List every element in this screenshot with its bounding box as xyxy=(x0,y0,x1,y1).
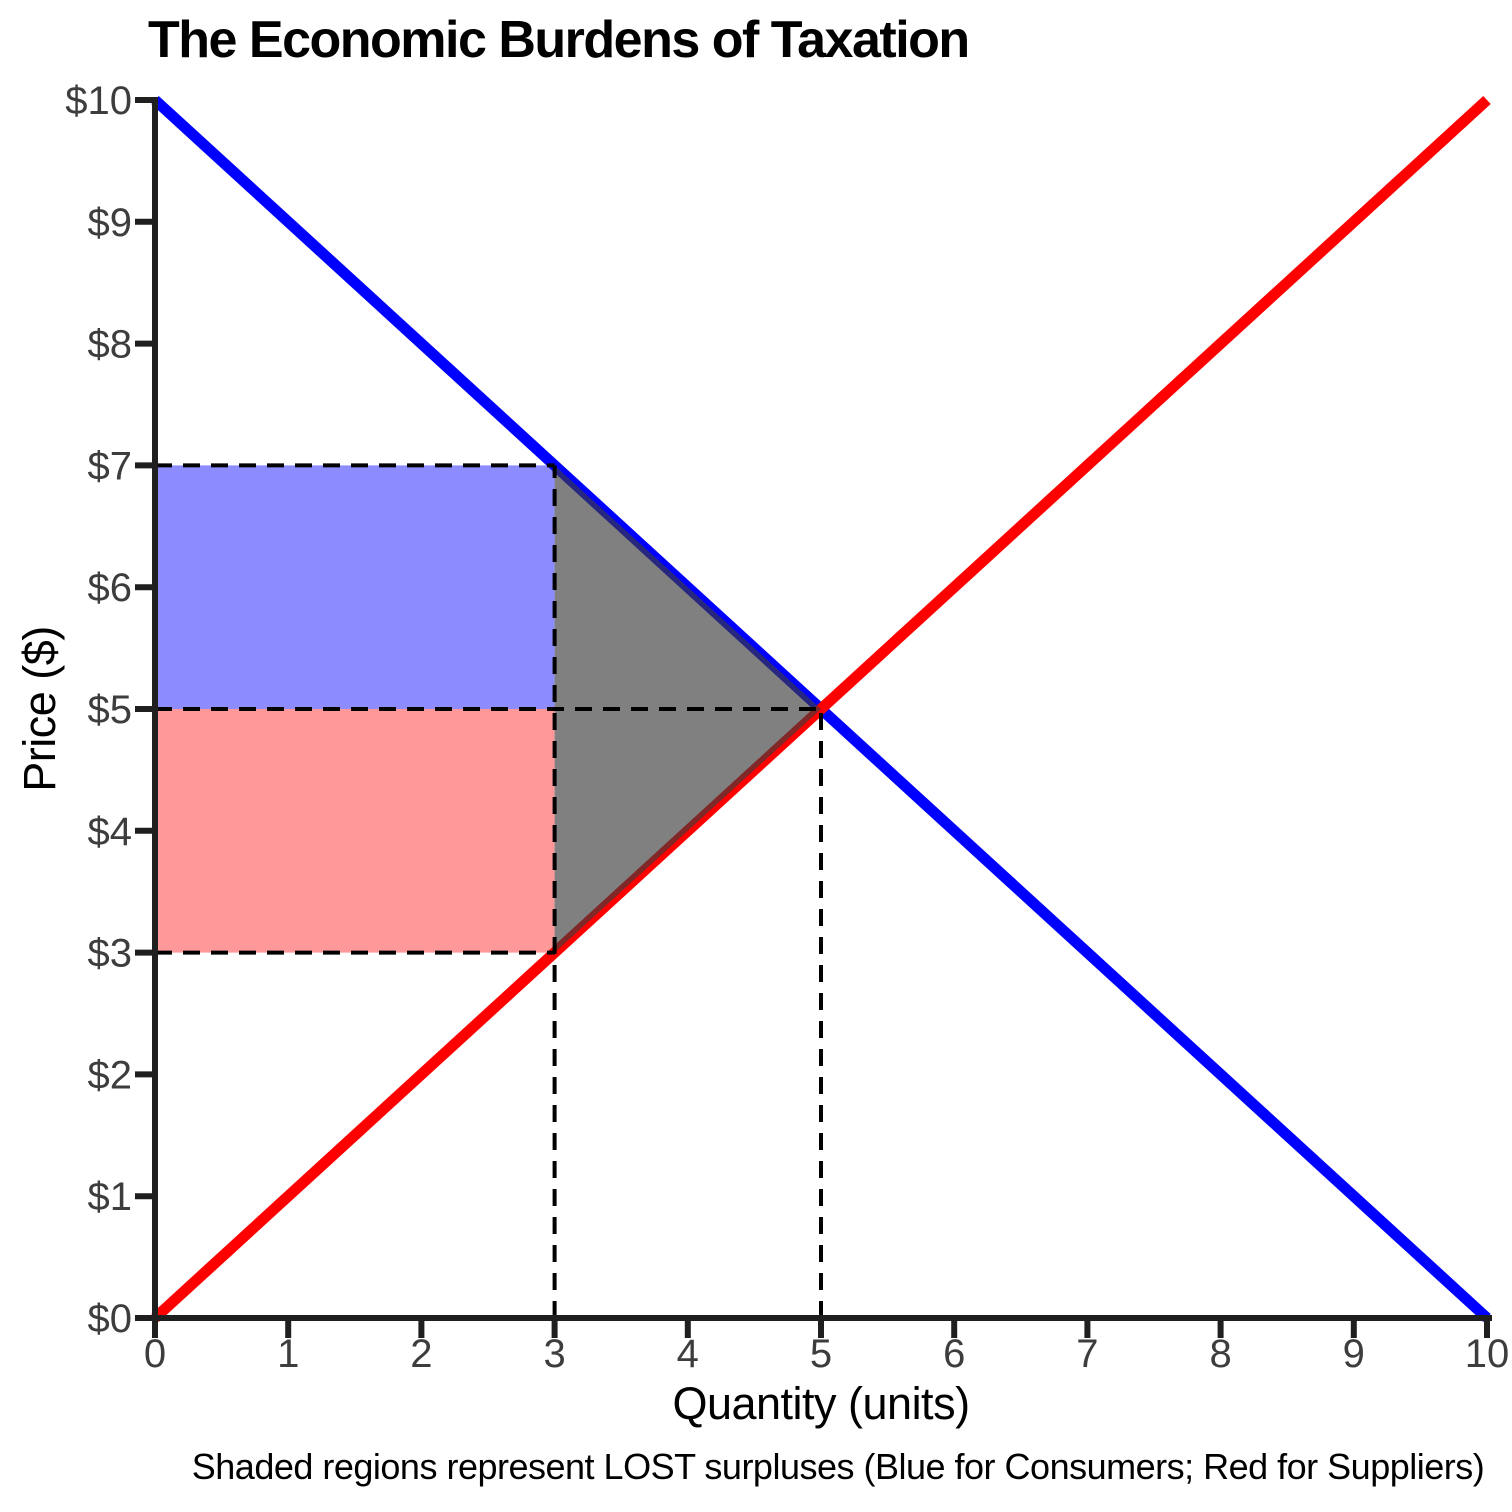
y-tick-label: $3 xyxy=(88,932,133,976)
y-tick-label: $5 xyxy=(88,688,133,732)
lost-consumer-surplus-region xyxy=(155,465,555,709)
y-tick-label: $10 xyxy=(65,79,132,123)
chart-title: The Economic Burdens of Taxation xyxy=(148,11,970,69)
x-tick-label: 3 xyxy=(543,1332,565,1376)
x-tick-label: 7 xyxy=(1076,1332,1098,1376)
y-tick-label: $1 xyxy=(88,1175,133,1219)
y-tick-label: $2 xyxy=(88,1053,133,1097)
y-tick-label: $7 xyxy=(88,444,133,488)
y-tick-label: $6 xyxy=(88,566,133,610)
y-tick-label: $0 xyxy=(88,1297,133,1341)
lost-supplier-surplus-region xyxy=(155,709,555,953)
x-tick-label: 1 xyxy=(277,1332,299,1376)
y-tick-label: $4 xyxy=(88,810,133,854)
y-tick-label: $8 xyxy=(88,323,133,367)
x-tick-label: 6 xyxy=(943,1332,965,1376)
x-axis-label: Quantity (units) xyxy=(672,1378,970,1429)
x-tick-label: 5 xyxy=(810,1332,832,1376)
x-tick-label: 4 xyxy=(677,1332,699,1376)
x-tick-label: 0 xyxy=(144,1332,166,1376)
x-tick-label: 10 xyxy=(1465,1332,1510,1376)
x-tick-label: 2 xyxy=(410,1332,432,1376)
x-tick-label: 8 xyxy=(1209,1332,1231,1376)
chart-caption: Shaded regions represent LOST surpluses … xyxy=(191,1446,1485,1487)
y-tick-label: $9 xyxy=(88,201,133,245)
x-tick-label: 9 xyxy=(1343,1332,1365,1376)
